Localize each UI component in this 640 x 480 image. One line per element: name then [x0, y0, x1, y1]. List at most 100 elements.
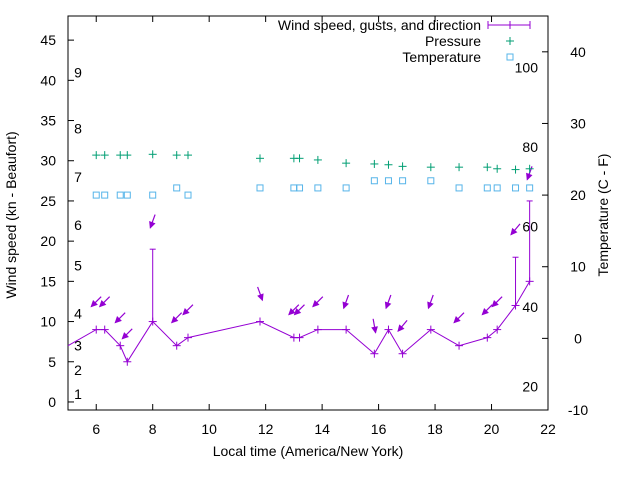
wind-direction-arrow: [149, 214, 156, 229]
y-tick-label-right: 0: [574, 330, 582, 346]
wind-direction-arrow: [397, 319, 408, 332]
wind-direction-arrow: [121, 328, 133, 340]
temperature-point: [399, 177, 407, 185]
beaufort-label: 3: [74, 338, 82, 354]
pressure-point: [116, 151, 125, 160]
x-tick-label: 8: [149, 421, 157, 437]
legend-label-temperature: Temperature: [402, 49, 481, 65]
temperature-point: [455, 184, 463, 192]
temperature-point: [370, 177, 378, 185]
wind-direction-arrow: [257, 286, 264, 302]
pressure-point: [100, 151, 109, 160]
wind-speed-point: [123, 357, 132, 366]
pressure-point: [455, 163, 464, 172]
fahrenheit-label: 100: [515, 60, 539, 76]
fahrenheit-label: 40: [522, 299, 538, 315]
y-tick-label-right: 30: [570, 115, 586, 131]
temperature-point: [512, 184, 520, 192]
wind-speed-point: [148, 317, 157, 326]
wind-direction-arrow: [114, 312, 126, 324]
wind-direction-arrow: [90, 296, 102, 308]
x-tick-label: 14: [314, 421, 330, 437]
wind-direction-arrow: [371, 318, 378, 334]
beaufort-label: 5: [74, 257, 82, 273]
y-tick-label-left: 30: [40, 153, 56, 169]
fahrenheit-label: 20: [522, 378, 538, 394]
pressure-point: [313, 155, 322, 164]
pressure-point: [342, 159, 351, 168]
pressure-point: [92, 151, 101, 160]
temperature-point: [116, 191, 124, 199]
temperature-point: [483, 184, 491, 192]
wind-speed-point: [384, 325, 393, 334]
wind-direction-arrow: [170, 312, 183, 324]
arrow-head: [149, 221, 156, 229]
wind-direction-arrow: [453, 312, 465, 324]
beaufort-label: 9: [74, 64, 82, 80]
temperature-point: [493, 184, 501, 192]
arrow-head: [342, 301, 349, 310]
temperature-point: [314, 184, 322, 192]
pressure-point: [483, 163, 492, 172]
legend-label-wind: Wind speed, gusts, and direction: [278, 17, 481, 33]
temperature-point: [173, 184, 181, 192]
pressure-point: [172, 151, 181, 160]
y-axis-label-right: Temperature (C - F): [595, 154, 611, 277]
wind-speed-point: [92, 325, 101, 334]
wind-speed-point: [525, 277, 534, 286]
y-tick-label-right: 10: [570, 259, 586, 275]
pressure-point: [426, 163, 435, 172]
wind-speed-point: [342, 325, 351, 334]
y-tick-label-left: 10: [40, 314, 56, 330]
legend: Wind speed, gusts, and directionPressure…: [278, 17, 531, 65]
y-tick-label-left: 35: [40, 113, 56, 129]
arrow-head: [481, 308, 489, 316]
arrow-head: [384, 301, 392, 310]
pressure-point: [123, 151, 132, 160]
wind-direction-arrow: [481, 304, 493, 316]
wind-speed-point: [511, 301, 520, 310]
pressure-point: [511, 165, 520, 174]
pressure-point: [493, 164, 502, 173]
x-tick-label: 22: [540, 421, 556, 437]
wind-speed-point: [256, 317, 264, 326]
legend-sample-wind-marker: [506, 21, 514, 29]
fahrenheit-label: 80: [522, 139, 538, 155]
temperature-point: [384, 177, 392, 185]
x-tick-label: 18: [427, 421, 443, 437]
beaufort-label: 6: [74, 217, 82, 233]
temperature-point: [123, 191, 131, 199]
x-tick-label: 20: [484, 421, 500, 437]
pressure-point: [148, 150, 157, 159]
wind-speed-point: [172, 341, 181, 350]
arrow-head: [453, 316, 461, 324]
temperature-point: [149, 191, 157, 199]
wind-speed-point: [426, 325, 435, 334]
arrow-head: [170, 316, 179, 324]
x-tick-label: 6: [92, 421, 100, 437]
fahrenheit-label: 60: [522, 219, 538, 235]
y-tick-label-left: 25: [40, 193, 56, 209]
arrow-head: [257, 293, 264, 302]
legend-label-pressure: Pressure: [425, 33, 481, 49]
temperature-point: [101, 191, 109, 199]
wind-direction-arrow: [98, 296, 111, 308]
arrow-head: [491, 299, 499, 308]
arrow-head: [371, 326, 378, 334]
pressure-point: [295, 154, 304, 163]
plot-frame: [67, 15, 549, 411]
wind-speed-point: [455, 341, 464, 350]
x-tick-label: 10: [201, 421, 217, 437]
arrow-head: [121, 332, 129, 340]
wind-direction-arrow: [427, 294, 434, 310]
arrow-head: [397, 324, 405, 332]
beaufort-label: 2: [74, 362, 82, 378]
y-tick-label-left: 0: [48, 394, 56, 410]
y-tick-label-left: 5: [48, 354, 56, 370]
arrow-head: [510, 227, 518, 236]
pressure-point: [256, 154, 264, 163]
wind-speed-point: [295, 333, 304, 342]
arrow-head: [293, 307, 302, 316]
pressure-point: [184, 151, 192, 160]
y-tick-label-right: 40: [570, 44, 586, 60]
